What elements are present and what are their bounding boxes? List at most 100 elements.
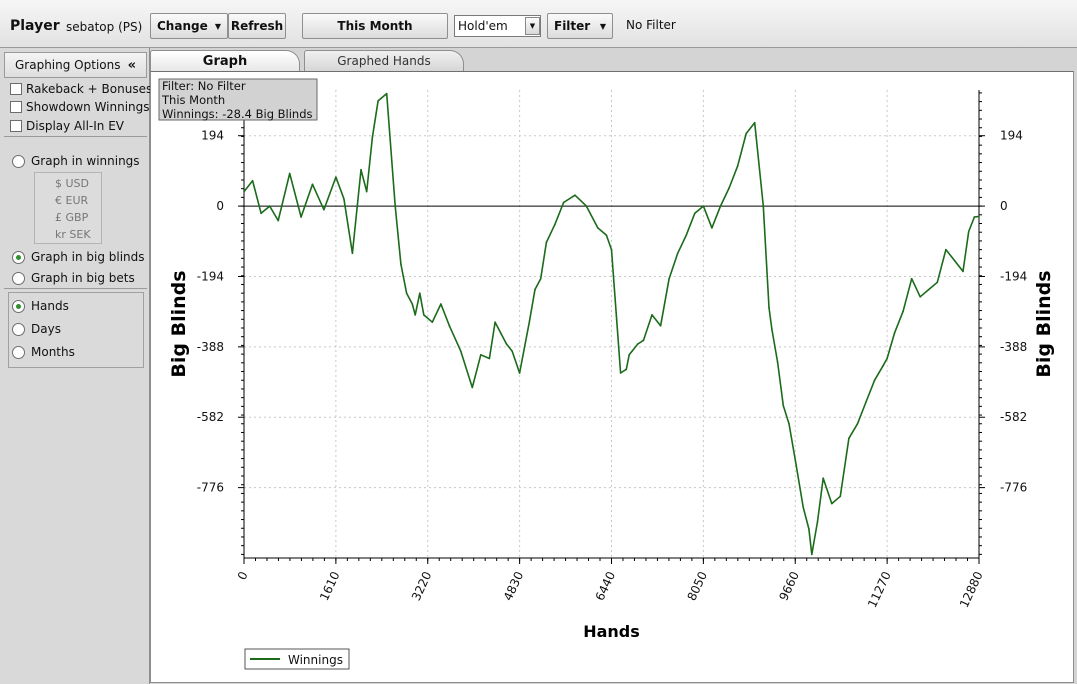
winnings-data-point [534,288,536,291]
winnings-data-point [802,506,805,509]
winnings-data-point [385,92,388,95]
currency-usd[interactable]: $ USD [55,177,89,190]
x-tick-label: 4830 [501,569,527,603]
filter-button-label: Filter [554,19,591,33]
winnings-data-point [422,314,425,316]
winnings-data-point [480,354,482,356]
winnings-data-point [694,212,696,215]
winnings-data-point [394,205,397,207]
winnings-data-point [919,295,922,298]
rakeback-label: Rakeback + Bonuses [26,82,153,96]
months-radio[interactable] [12,345,25,359]
allin-ev-label: Display All-In EV [26,119,125,133]
dropdown-arrow-icon[interactable]: ▼ [525,17,540,35]
x-tick-label: 3220 [409,569,435,603]
days-radio[interactable] [12,322,25,336]
x-tick-label: 9660 [776,569,802,603]
hands-radio[interactable] [12,299,25,313]
winnings-data-point [736,165,739,167]
winnings-data-point [762,205,765,207]
winnings-data-point [642,339,645,342]
winnings-data-point [268,205,271,207]
graph-winnings-option[interactable]: Graph in winnings [12,154,140,168]
graph-big-blinds-option[interactable]: Graph in big blinds [12,250,145,264]
refresh-button[interactable]: Refresh [228,13,286,39]
rakeback-checkbox[interactable] [10,83,22,95]
graph-winnings-radio[interactable] [12,154,25,168]
currency-gbp[interactable]: £ GBP [55,211,89,224]
winnings-data-point [460,350,462,353]
collapse-icon[interactable]: « [127,57,136,73]
graph-big-blinds-radio[interactable] [12,250,25,264]
y-tick-label-left: -194 [197,269,224,283]
caret-down-icon: ▼ [599,21,606,31]
winnings-data-point [605,234,608,236]
y-tick-label-left: 194 [201,129,224,143]
tab-graphed-hands[interactable]: Graphed Hands [304,50,464,71]
info-box-line: Winnings: -28.4 Big Blinds [162,107,313,121]
game-select[interactable]: Hold'em ▼ [454,15,541,37]
showdown-checkbox-row[interactable]: Showdown Winnings [10,100,150,114]
winnings-data-point [471,386,474,389]
winnings-data-point [528,321,531,323]
winnings-data-point [562,201,565,204]
winnings-data-point [719,205,722,207]
y-tick-label-left: -776 [197,481,224,495]
winnings-data-point [311,183,314,186]
winnings-data-point [882,364,884,367]
x-tick-label: 11270 [865,569,894,610]
currency-sek[interactable]: kr SEK [55,228,91,241]
graphing-options-panel: Graphing Options « Rakeback + Bonuses Sh… [0,48,152,684]
winnings-data-point [628,354,630,356]
days-option[interactable]: Days [12,322,61,336]
winnings-data-point [288,172,291,175]
winnings-data-point [499,332,502,334]
winnings-data-point [405,292,408,294]
winnings-data-point [448,325,451,327]
winnings-data-point [702,205,705,207]
filter-button[interactable]: Filter ▼ [547,13,613,39]
winnings-data-point [902,310,904,313]
winnings-data-point [910,277,913,280]
graphing-options-header[interactable]: Graphing Options « [4,52,147,78]
y-tick-label-right: -776 [1000,481,1027,495]
winnings-series-line [243,92,980,556]
currency-eur[interactable]: € EUR [55,194,89,207]
winnings-data-point [377,100,379,102]
change-button[interactable]: Change ▼ [150,13,228,39]
y-axis-title-right: Big Blinds [1033,270,1055,377]
days-label: Days [31,322,61,336]
x-tick-label: 12880 [957,569,986,610]
y-tick-label-right: 194 [1000,129,1023,143]
hands-option[interactable]: Hands [12,299,69,313]
winnings-data-point [251,179,254,182]
winnings-data-point [873,379,876,382]
tab-graph[interactable]: Graph [150,50,300,71]
winnings-data-point [830,502,833,505]
top-toolbar: Player sebatop (PS) Change ▼ Refresh Thi… [0,0,1077,48]
winnings-data-point [636,343,639,345]
winnings-data-point [343,198,345,200]
winnings-data-point [625,368,628,371]
allin-ev-checkbox[interactable] [10,120,22,132]
winnings-data-point [822,477,825,479]
rakeback-checkbox-row[interactable]: Rakeback + Bonuses [10,82,152,96]
graph-big-blinds-label: Graph in big blinds [31,250,145,264]
graph-big-bets-radio[interactable] [12,271,25,285]
period-button[interactable]: This Month [302,13,448,39]
y-tick-label-left: 0 [216,199,224,213]
allin-ev-checkbox-row[interactable]: Display All-In EV [10,119,124,133]
winnings-data-point [323,208,325,211]
months-option[interactable]: Months [12,345,75,359]
winnings-data-point [400,263,402,265]
months-label: Months [31,345,75,359]
winnings-data-point [585,205,588,207]
winnings-data-point [893,332,896,334]
winnings-data-point [610,248,613,251]
winnings-data-point [808,528,810,530]
winnings-data-point [953,259,956,262]
graph-big-bets-option[interactable]: Graph in big bets [12,271,135,285]
winnings-data-point [545,241,548,244]
showdown-checkbox[interactable] [10,101,22,113]
x-tick-label: 1610 [317,569,343,603]
